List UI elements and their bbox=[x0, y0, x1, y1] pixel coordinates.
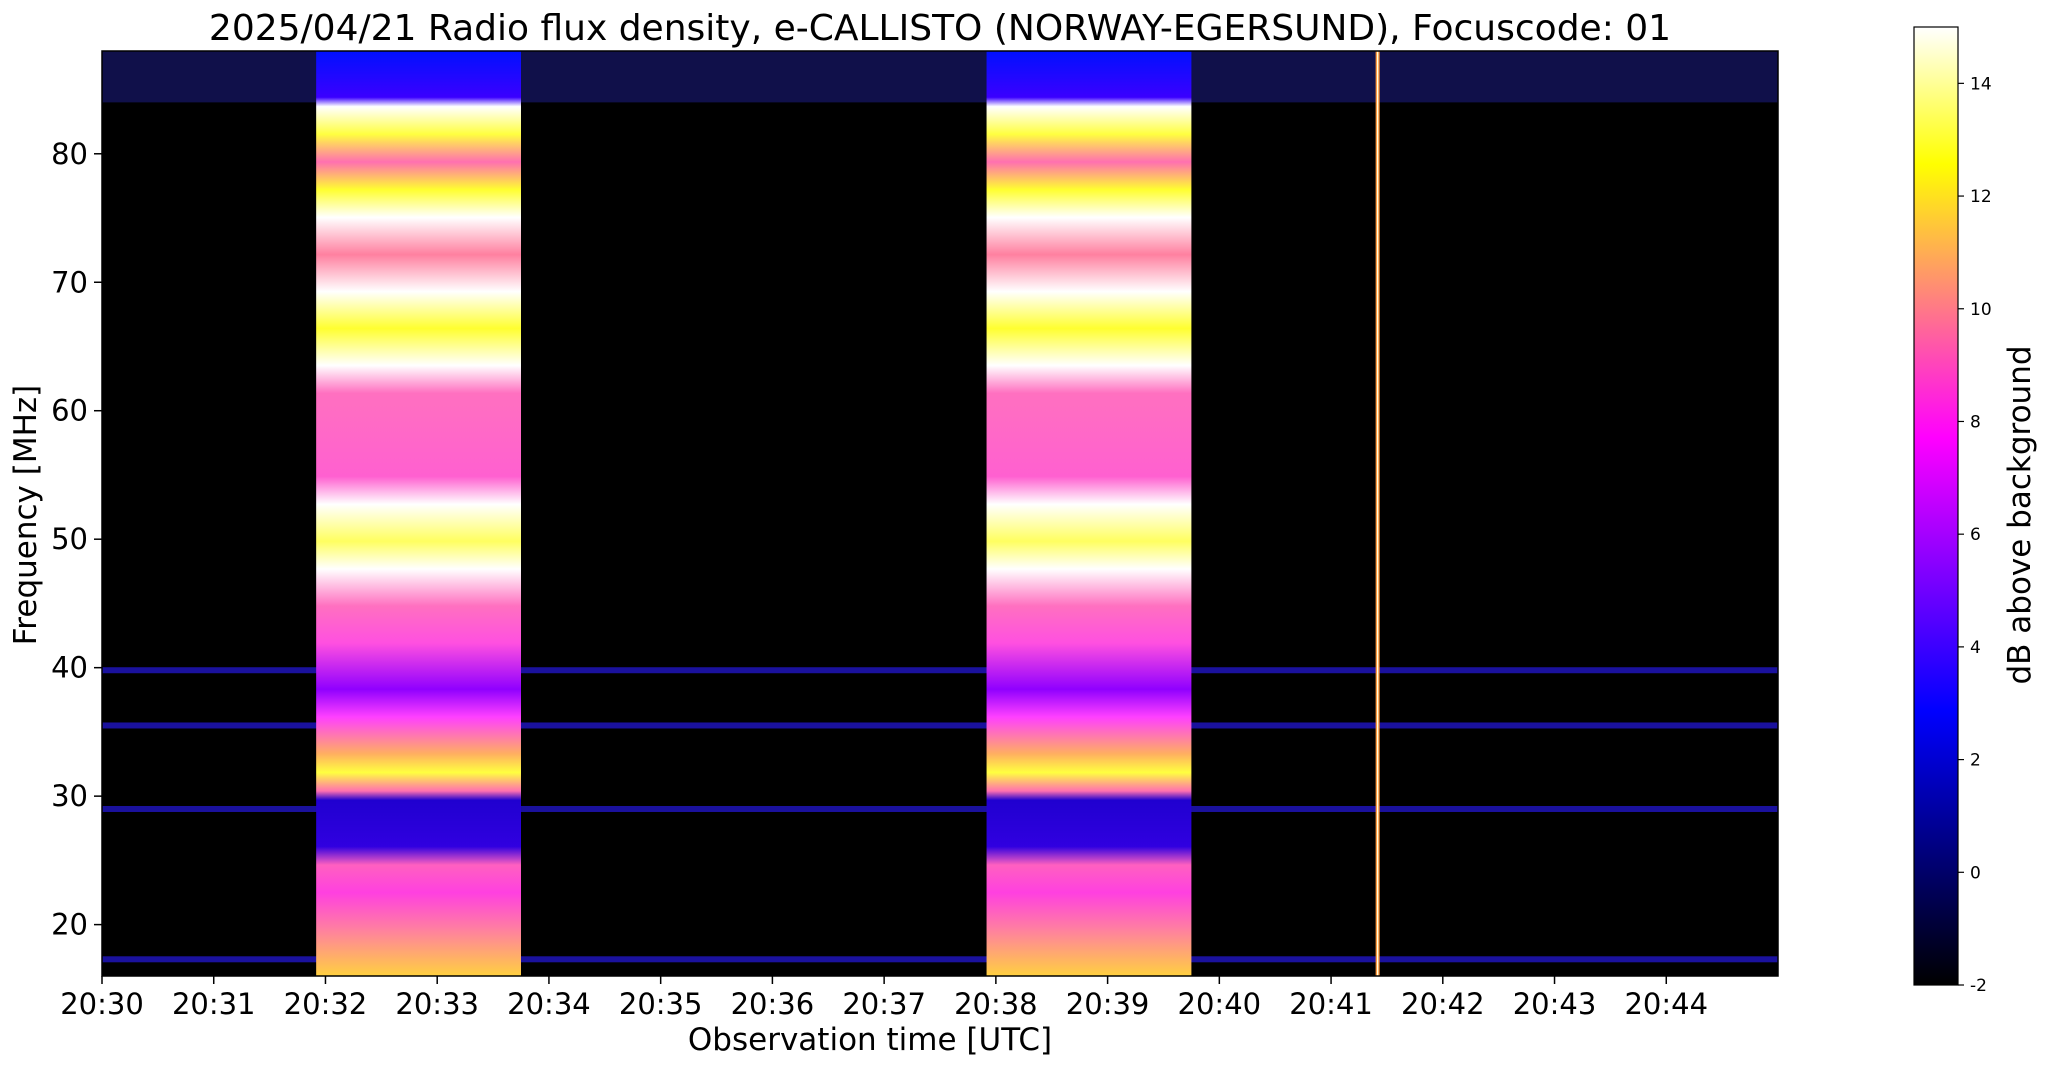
y-axis: 20 30 40 50 60 70 80 bbox=[51, 137, 102, 942]
x-tick-label: 20:30 bbox=[60, 987, 144, 1021]
x-tick-label: 20:39 bbox=[1066, 987, 1150, 1021]
y-tick-label: 70 bbox=[51, 265, 88, 299]
y-tick-label: 80 bbox=[51, 137, 88, 171]
interference-line bbox=[102, 956, 1778, 963]
x-tick-label: 20:33 bbox=[395, 987, 479, 1021]
x-tick-label: 20:32 bbox=[284, 987, 368, 1021]
x-axis: 20:30 20:31 20:32 20:33 20:34 20:35 20:36 20:37… bbox=[60, 976, 1708, 1021]
x-tick-label: 20:36 bbox=[731, 987, 815, 1021]
colorbar-tick-label: 14 bbox=[1970, 74, 1992, 94]
plot-frame bbox=[101, 50, 1779, 977]
x-axis-label: Observation time [UTC] bbox=[688, 1022, 1052, 1058]
colorbar-tick-label: 4 bbox=[1970, 638, 1981, 658]
x-tick-label: 20:42 bbox=[1401, 987, 1485, 1021]
x-tick-label: 20:34 bbox=[507, 987, 591, 1021]
y-tick-label: 20 bbox=[51, 908, 88, 942]
interference-line bbox=[102, 805, 1778, 812]
x-tick-label: 20:44 bbox=[1624, 987, 1708, 1021]
colorbar-label: dB above background bbox=[2002, 345, 2038, 684]
x-tick-label: 20:37 bbox=[842, 987, 926, 1021]
y-tick-label: 40 bbox=[51, 651, 88, 685]
x-tick-label: 20:31 bbox=[172, 987, 256, 1021]
y-tick-label: 60 bbox=[51, 394, 88, 428]
x-tick-label: 20:43 bbox=[1513, 987, 1597, 1021]
radio-burst-1 bbox=[316, 51, 521, 976]
narrow-spike-core bbox=[1377, 51, 1379, 976]
colorbar-tick-label: 6 bbox=[1970, 525, 1981, 545]
interference-line bbox=[102, 722, 1778, 729]
interference-line bbox=[102, 667, 1778, 674]
x-tick-label: 20:35 bbox=[619, 987, 703, 1021]
colorbar-tick-label: 12 bbox=[1970, 187, 1992, 207]
x-tick-label: 20:38 bbox=[954, 987, 1038, 1021]
colorbar: -2 0 2 4 6 8 10 12 14 bbox=[1913, 26, 1992, 996]
colorbar-tick-label: 8 bbox=[1970, 412, 1981, 432]
colorbar-tick-label: 0 bbox=[1970, 863, 1981, 883]
colorbar-tick-label: -2 bbox=[1970, 976, 1987, 996]
x-tick-label: 20:40 bbox=[1178, 987, 1262, 1021]
x-tick-label: 20:41 bbox=[1289, 987, 1373, 1021]
radio-burst-2 bbox=[986, 51, 1192, 976]
colorbar-tick-label: 2 bbox=[1970, 751, 1981, 771]
plot-area bbox=[101, 50, 1779, 977]
y-tick-label: 50 bbox=[51, 522, 88, 556]
chart-title: 2025/04/21 Radio flux density, e-CALLIST… bbox=[209, 8, 1671, 49]
colorbar-gradient bbox=[1913, 26, 1959, 986]
y-axis-label: Frequency [MHz] bbox=[8, 385, 44, 646]
y-tick-label: 30 bbox=[51, 779, 88, 813]
colorbar-tick-label: 10 bbox=[1970, 300, 1992, 320]
